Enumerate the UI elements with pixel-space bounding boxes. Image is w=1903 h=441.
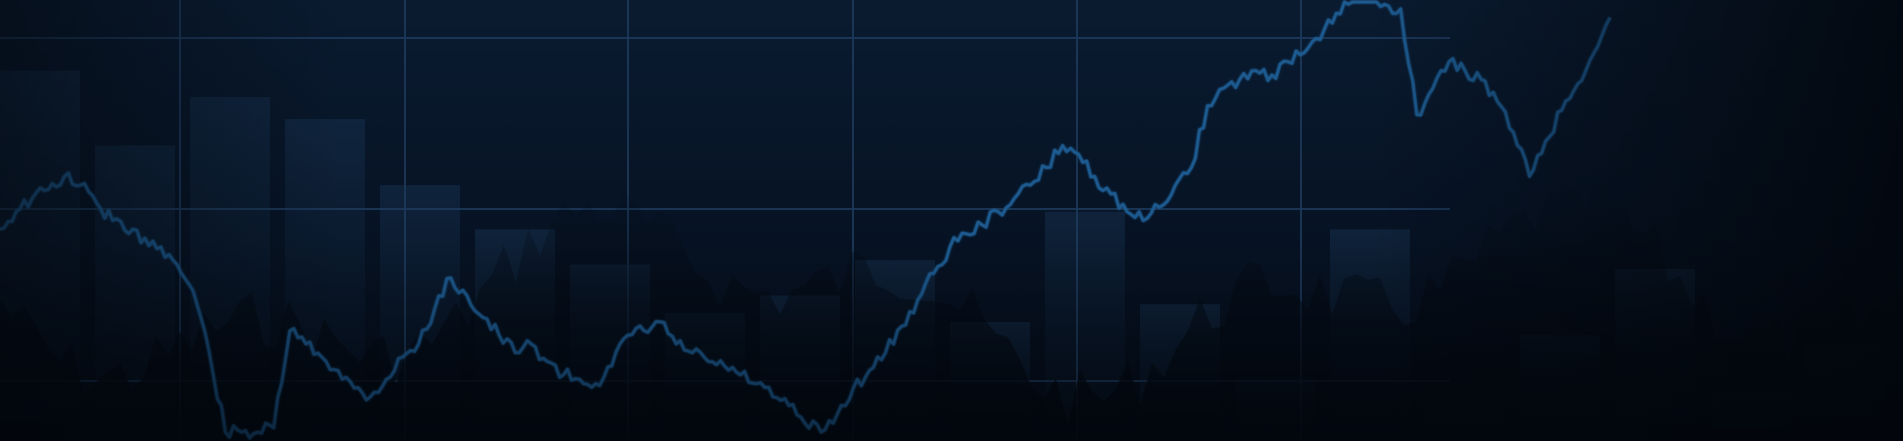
stock-chart-hero-banner: [0, 0, 1903, 441]
background-chart: [0, 0, 1903, 441]
